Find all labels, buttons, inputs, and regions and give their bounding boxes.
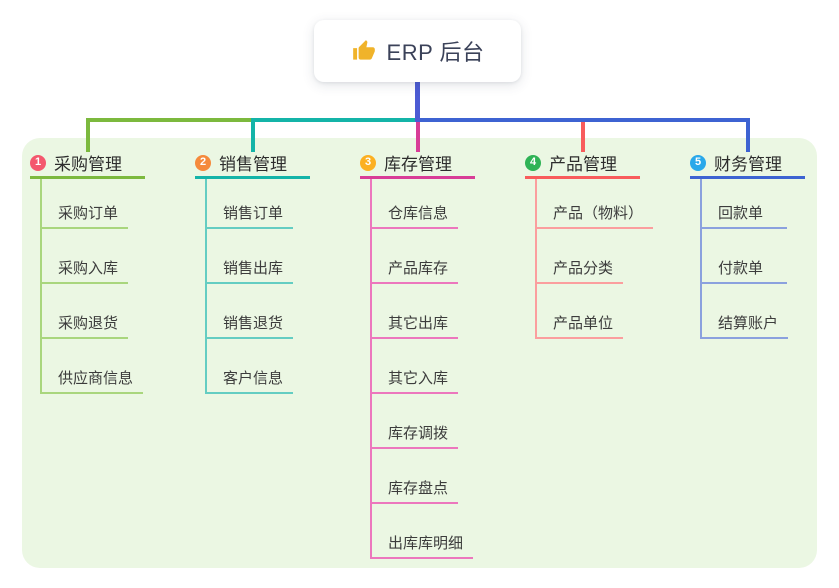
- leaf-node-3-2[interactable]: 产品库存: [370, 254, 459, 284]
- branch-1-title: 采购管理: [54, 155, 122, 174]
- connector-trunk-left: [85, 118, 253, 122]
- branch-5-children-connector: [700, 179, 702, 339]
- leaf-node-4-2[interactable]: 产品分类: [535, 254, 624, 284]
- leaf-node-2-4[interactable]: 客户信息: [205, 364, 294, 394]
- leaf-node-2-3[interactable]: 销售退货: [205, 309, 294, 339]
- branch-5-title: 财务管理: [714, 155, 782, 174]
- branch-node-2[interactable]: 2 销售管理: [195, 149, 310, 179]
- leaf-node-2-1[interactable]: 销售订单: [205, 199, 294, 229]
- branch-4-children-connector: [535, 179, 537, 339]
- branch-node-3[interactable]: 3 库存管理: [360, 149, 475, 179]
- leaf-node-1-2[interactable]: 采购入库: [40, 254, 129, 284]
- branch-node-1[interactable]: 1 采购管理: [30, 149, 145, 179]
- leaf-node-3-7[interactable]: 出库库明细: [370, 529, 474, 559]
- leaf-node-5-3[interactable]: 结算账户: [700, 309, 789, 339]
- branch-node-4[interactable]: 4 产品管理: [525, 149, 640, 179]
- connector-drop-branch-4: [580, 118, 585, 152]
- leaf-node-5-1[interactable]: 回款单: [700, 199, 787, 229]
- branch-node-5[interactable]: 5 财务管理: [690, 149, 805, 179]
- branch-2-title: 销售管理: [219, 155, 287, 174]
- thumbs-up-icon: [352, 40, 375, 60]
- leaf-node-3-1[interactable]: 仓库信息: [370, 199, 459, 229]
- connector-drop-branch-5: [745, 118, 750, 152]
- connector-trunk-right: [417, 118, 750, 122]
- branch-1-number-badge: 1: [30, 154, 46, 171]
- leaf-node-3-4[interactable]: 其它入库: [370, 364, 459, 394]
- leaf-node-1-4[interactable]: 供应商信息: [40, 364, 144, 394]
- connector-trunk-middle: [250, 118, 418, 122]
- root-node-label: ERP 后台: [386, 40, 485, 65]
- branch-5-number-badge: 5: [690, 154, 706, 171]
- leaf-node-3-3[interactable]: 其它出库: [370, 309, 459, 339]
- branch-4-number-badge: 4: [525, 154, 541, 171]
- connector-root-vertical: [415, 82, 420, 122]
- branch-2-number-badge: 2: [195, 154, 211, 171]
- leaf-node-1-3[interactable]: 采购退货: [40, 309, 129, 339]
- leaf-node-3-5[interactable]: 库存调拨: [370, 419, 459, 449]
- branch-3-number-badge: 3: [360, 154, 376, 171]
- branch-3-title: 库存管理: [384, 155, 452, 174]
- branch-2-children-connector: [205, 179, 207, 394]
- leaf-node-1-1[interactable]: 采购订单: [40, 199, 129, 229]
- leaf-node-5-2[interactable]: 付款单: [700, 254, 787, 284]
- branch-3-children-connector: [370, 179, 372, 559]
- connector-drop-branch-3: [415, 118, 420, 152]
- root-node-erp[interactable]: ERP 后台: [314, 20, 521, 82]
- leaf-node-2-2[interactable]: 销售出库: [205, 254, 294, 284]
- leaf-node-4-1[interactable]: 产品（物料）: [535, 199, 654, 229]
- connector-drop-branch-1: [85, 118, 90, 152]
- branches-background-panel: [22, 138, 817, 568]
- connector-drop-branch-2: [250, 118, 255, 152]
- branch-1-children-connector: [40, 179, 42, 394]
- branch-4-title: 产品管理: [549, 155, 617, 174]
- leaf-node-4-3[interactable]: 产品单位: [535, 309, 624, 339]
- leaf-node-3-6[interactable]: 库存盘点: [370, 474, 459, 504]
